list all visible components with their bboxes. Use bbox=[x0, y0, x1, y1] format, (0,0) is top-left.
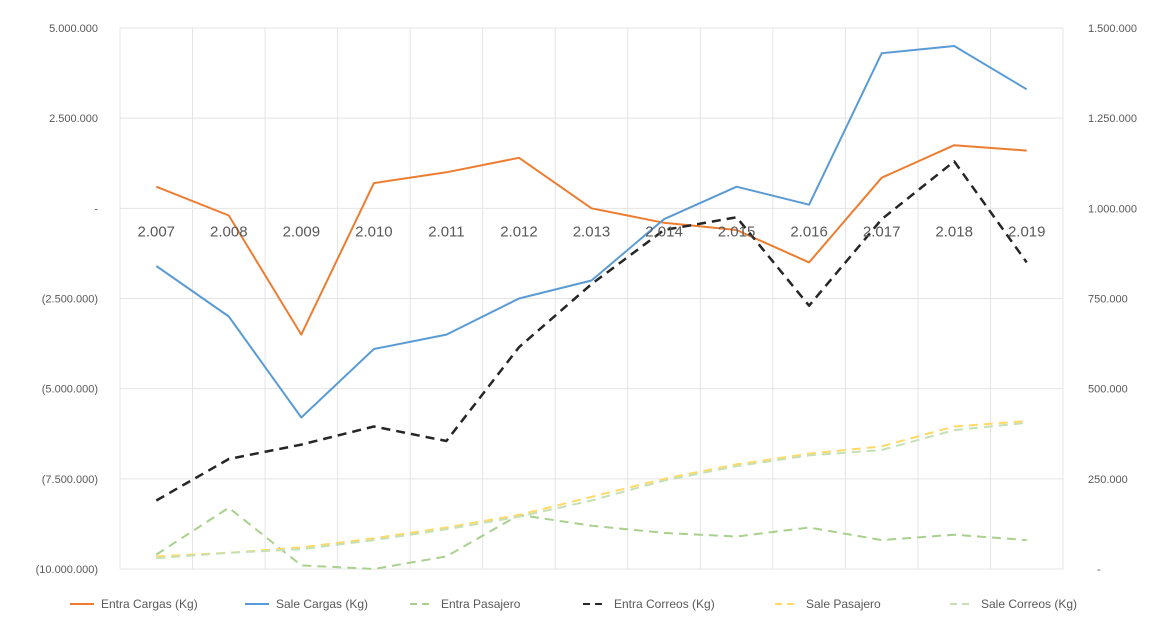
category-label: 2.013 bbox=[573, 223, 611, 240]
left-axis-ticks: 5.000.000 2.500.000 - (2.500.000) (5.000.000… bbox=[36, 23, 99, 576]
series-line bbox=[156, 421, 1027, 560]
right-tick-label: 1.250.000 bbox=[1088, 113, 1137, 125]
series-lines bbox=[155, 45, 1028, 570]
left-tick-label: 5.000.000 bbox=[49, 23, 98, 35]
category-label: 2.019 bbox=[1008, 223, 1046, 240]
left-tick-label: (2.500.000) bbox=[42, 294, 98, 306]
category-label: 2.009 bbox=[283, 223, 321, 240]
series-line bbox=[155, 160, 1028, 502]
series-line bbox=[156, 420, 1027, 558]
legend-label: Entra Cargas (Kg) bbox=[101, 597, 198, 611]
series-line bbox=[155, 144, 1027, 336]
legend-label: Sale Correos (Kg) bbox=[981, 597, 1077, 611]
right-axis-ticks: 1.500.000 1.250.000 1.000.000 750.000 500.00… bbox=[1088, 23, 1137, 576]
series-line bbox=[155, 45, 1028, 419]
category-label: 2.015 bbox=[718, 223, 756, 240]
category-label: 2.014 bbox=[645, 223, 683, 240]
right-tick-label: 1.000.000 bbox=[1088, 203, 1137, 215]
category-label: 2.007 bbox=[137, 223, 175, 240]
category-label: 2.012 bbox=[500, 223, 538, 240]
right-tick-label: 500.000 bbox=[1088, 384, 1128, 396]
category-label: 2.008 bbox=[210, 223, 248, 240]
category-label: 2.011 bbox=[428, 223, 464, 240]
right-tick-label: 250.000 bbox=[1088, 474, 1128, 486]
left-tick-label: 2.500.000 bbox=[49, 113, 98, 125]
category-label: 2.016 bbox=[790, 223, 828, 240]
series-line bbox=[155, 506, 1027, 570]
left-tick-label: (5.000.000) bbox=[42, 384, 98, 396]
legend-label: Sale Cargas (Kg) bbox=[276, 597, 368, 611]
left-tick-label: - bbox=[94, 203, 98, 215]
category-label: 2.018 bbox=[935, 223, 973, 240]
category-label: 2.010 bbox=[355, 223, 393, 240]
left-tick-label: (7.500.000) bbox=[42, 474, 98, 486]
gridlines bbox=[119, 27, 1064, 570]
right-tick-label: - bbox=[1097, 564, 1101, 576]
category-label: 2.017 bbox=[863, 223, 901, 240]
right-tick-label: 1.500.000 bbox=[1088, 23, 1137, 35]
legend-label: Sale Pasajero bbox=[806, 597, 881, 611]
legend: Entra Cargas (Kg) Sale Cargas (Kg) Entra P… bbox=[70, 597, 1077, 611]
left-tick-label: (10.000.000) bbox=[36, 564, 98, 576]
right-tick-label: 750.000 bbox=[1088, 294, 1128, 306]
category-labels: 2.007 2.008 2.009 2.010 2.011 2.012 2.013 2.014… bbox=[137, 223, 1045, 240]
legend-label: Entra Correos (Kg) bbox=[614, 597, 715, 611]
legend-label: Entra Pasajero bbox=[441, 597, 521, 611]
